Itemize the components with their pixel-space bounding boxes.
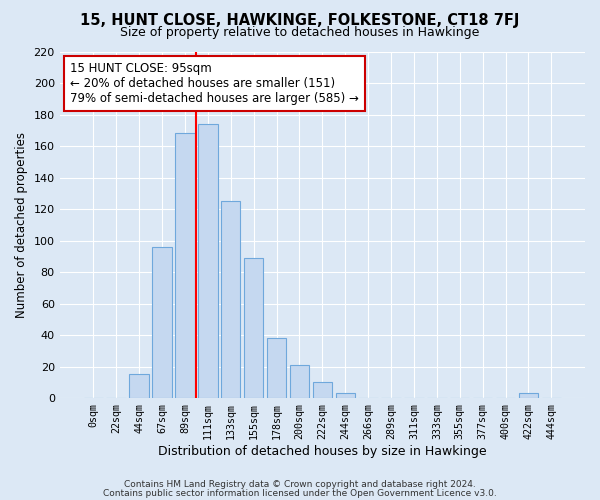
Bar bbox=[198, 124, 218, 398]
Bar bbox=[519, 394, 538, 398]
Text: 15 HUNT CLOSE: 95sqm
← 20% of detached houses are smaller (151)
79% of semi-deta: 15 HUNT CLOSE: 95sqm ← 20% of detached h… bbox=[70, 62, 359, 105]
Bar bbox=[335, 394, 355, 398]
Bar bbox=[175, 134, 194, 398]
Text: Contains HM Land Registry data © Crown copyright and database right 2024.: Contains HM Land Registry data © Crown c… bbox=[124, 480, 476, 489]
Text: Size of property relative to detached houses in Hawkinge: Size of property relative to detached ho… bbox=[121, 26, 479, 39]
Bar bbox=[244, 258, 263, 398]
Bar bbox=[221, 201, 241, 398]
Bar bbox=[313, 382, 332, 398]
X-axis label: Distribution of detached houses by size in Hawkinge: Distribution of detached houses by size … bbox=[158, 444, 487, 458]
Text: Contains public sector information licensed under the Open Government Licence v3: Contains public sector information licen… bbox=[103, 488, 497, 498]
Bar bbox=[152, 247, 172, 398]
Y-axis label: Number of detached properties: Number of detached properties bbox=[15, 132, 28, 318]
Bar bbox=[290, 365, 309, 398]
Bar bbox=[267, 338, 286, 398]
Text: 15, HUNT CLOSE, HAWKINGE, FOLKESTONE, CT18 7FJ: 15, HUNT CLOSE, HAWKINGE, FOLKESTONE, CT… bbox=[80, 12, 520, 28]
Bar bbox=[130, 374, 149, 398]
